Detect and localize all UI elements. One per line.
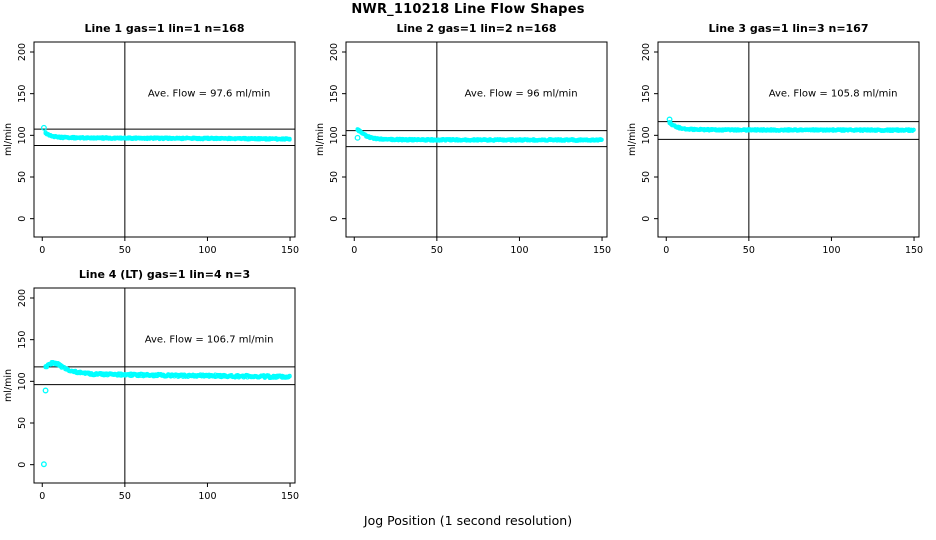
plot-3-canvas: Line 3 gas=1 lin=3 n=167 0 50 100 150 200 ml/m… xyxy=(627,22,923,256)
x-axis-label: Jog Position (1 second resolution) xyxy=(363,513,573,528)
y-tick-label: 150 xyxy=(17,85,28,103)
outlier-points xyxy=(354,134,361,141)
outlier-point xyxy=(40,461,47,468)
x-tick-label: 0 xyxy=(663,245,669,256)
y-tick-label: 150 xyxy=(17,331,28,349)
y-tick-label: 200 xyxy=(329,43,340,61)
reference-lines xyxy=(658,42,919,237)
x-axis: 0 50 100 150 xyxy=(663,237,923,256)
y-axis-title: ml/min xyxy=(315,123,326,156)
ave-flow-annotation: Ave. Flow = 96 ml/min xyxy=(465,89,578,100)
y-tick-label: 50 xyxy=(17,417,28,429)
plot-1-canvas: Line 1 gas=1 lin=1 n=168 0 50 100 150 200 ml/m… xyxy=(3,22,299,256)
flow-data-series xyxy=(667,120,916,134)
x-tick-label: 100 xyxy=(510,245,528,256)
y-tick-label: 200 xyxy=(641,43,652,61)
x-tick-label: 50 xyxy=(743,245,755,256)
x-tick-label: 100 xyxy=(198,245,216,256)
flow-data-series xyxy=(43,130,292,142)
y-tick-label: 50 xyxy=(329,171,340,183)
x-tick-label: 50 xyxy=(431,245,443,256)
x-axis: 0 50 100 150 xyxy=(39,237,299,256)
plot-title: Line 1 gas=1 lin=1 n=168 xyxy=(84,22,244,35)
reference-lines xyxy=(34,288,295,483)
plot-line-4: Line 4 (LT) gas=1 lin=4 n=3 0 50 100 150 200 m… xyxy=(0,262,312,508)
x-tick-label: 0 xyxy=(39,491,45,502)
x-axis: 0 50 100 150 xyxy=(351,237,611,256)
x-tick-label: 100 xyxy=(198,491,216,502)
y-tick-label: 0 xyxy=(17,216,28,222)
outlier-point xyxy=(666,116,673,123)
x-tick-label: 50 xyxy=(119,491,131,502)
outlier-points xyxy=(40,124,47,131)
y-axis-title: ml/min xyxy=(3,369,14,402)
plot-line-1: Line 1 gas=1 lin=1 n=168 0 50 100 150 200 ml/m… xyxy=(0,16,312,262)
flow-data-series xyxy=(43,359,292,381)
x-tick-label: 150 xyxy=(593,245,611,256)
y-tick-label: 200 xyxy=(17,43,28,61)
y-tick-label: 50 xyxy=(17,171,28,183)
y-tick-label: 0 xyxy=(641,216,652,222)
x-axis: 0 50 100 150 xyxy=(39,483,299,502)
y-tick-label: 100 xyxy=(329,126,340,144)
outlier-points xyxy=(666,116,673,123)
y-axis: 0 50 100 150 200 ml/min xyxy=(3,289,34,468)
y-axis: 0 50 100 150 200 ml/min xyxy=(315,43,346,222)
ave-flow-annotation: Ave. Flow = 105.8 ml/min xyxy=(769,89,898,100)
y-axis: 0 50 100 150 200 ml/min xyxy=(3,43,34,222)
plot-line-3: Line 3 gas=1 lin=3 n=167 0 50 100 150 200 ml/m… xyxy=(624,16,936,262)
figure-title: NWR_110218 Line Flow Shapes xyxy=(351,2,585,17)
y-tick-label: 0 xyxy=(329,216,340,222)
x-tick-label: 150 xyxy=(905,245,923,256)
y-tick-label: 200 xyxy=(17,289,28,307)
plot-frame xyxy=(33,287,296,484)
plot-frame xyxy=(33,41,296,238)
y-tick-label: 150 xyxy=(641,85,652,103)
y-axis-title: ml/min xyxy=(3,123,14,156)
x-tick-label: 150 xyxy=(281,491,299,502)
plot-title: Line 4 (LT) gas=1 lin=4 n=3 xyxy=(79,268,250,281)
plot-frame xyxy=(345,41,608,238)
plot-4-canvas: Line 4 (LT) gas=1 lin=4 n=3 0 50 100 150 200 m… xyxy=(3,268,299,502)
y-tick-label: 0 xyxy=(17,462,28,468)
ave-flow-annotation: Ave. Flow = 97.6 ml/min xyxy=(148,89,270,100)
plot-title: Line 2 gas=1 lin=2 n=168 xyxy=(396,22,556,35)
outlier-point xyxy=(40,124,47,131)
plot-title: Line 3 gas=1 lin=3 n=167 xyxy=(708,22,868,35)
x-tick-label: 150 xyxy=(281,245,299,256)
y-axis: 0 50 100 150 200 ml/min xyxy=(627,43,658,222)
x-tick-label: 0 xyxy=(351,245,357,256)
outlier-points xyxy=(40,387,49,468)
y-tick-label: 100 xyxy=(17,126,28,144)
outlier-point xyxy=(354,134,361,141)
ave-flow-annotation: Ave. Flow = 106.7 ml/min xyxy=(145,335,274,346)
plot-line-2: Line 2 gas=1 lin=2 n=168 0 50 100 150 200 ml/m… xyxy=(312,16,624,262)
y-axis-title: ml/min xyxy=(627,123,638,156)
y-tick-label: 50 xyxy=(641,171,652,183)
x-tick-label: 50 xyxy=(119,245,131,256)
flow-data-series xyxy=(355,127,604,143)
y-tick-label: 100 xyxy=(641,126,652,144)
plot-2-canvas: Line 2 gas=1 lin=2 n=168 0 50 100 150 200 ml/m… xyxy=(315,22,611,256)
y-tick-label: 150 xyxy=(329,85,340,103)
y-tick-label: 100 xyxy=(17,372,28,390)
outlier-point xyxy=(42,387,49,394)
x-tick-label: 100 xyxy=(822,245,840,256)
x-tick-label: 0 xyxy=(39,245,45,256)
